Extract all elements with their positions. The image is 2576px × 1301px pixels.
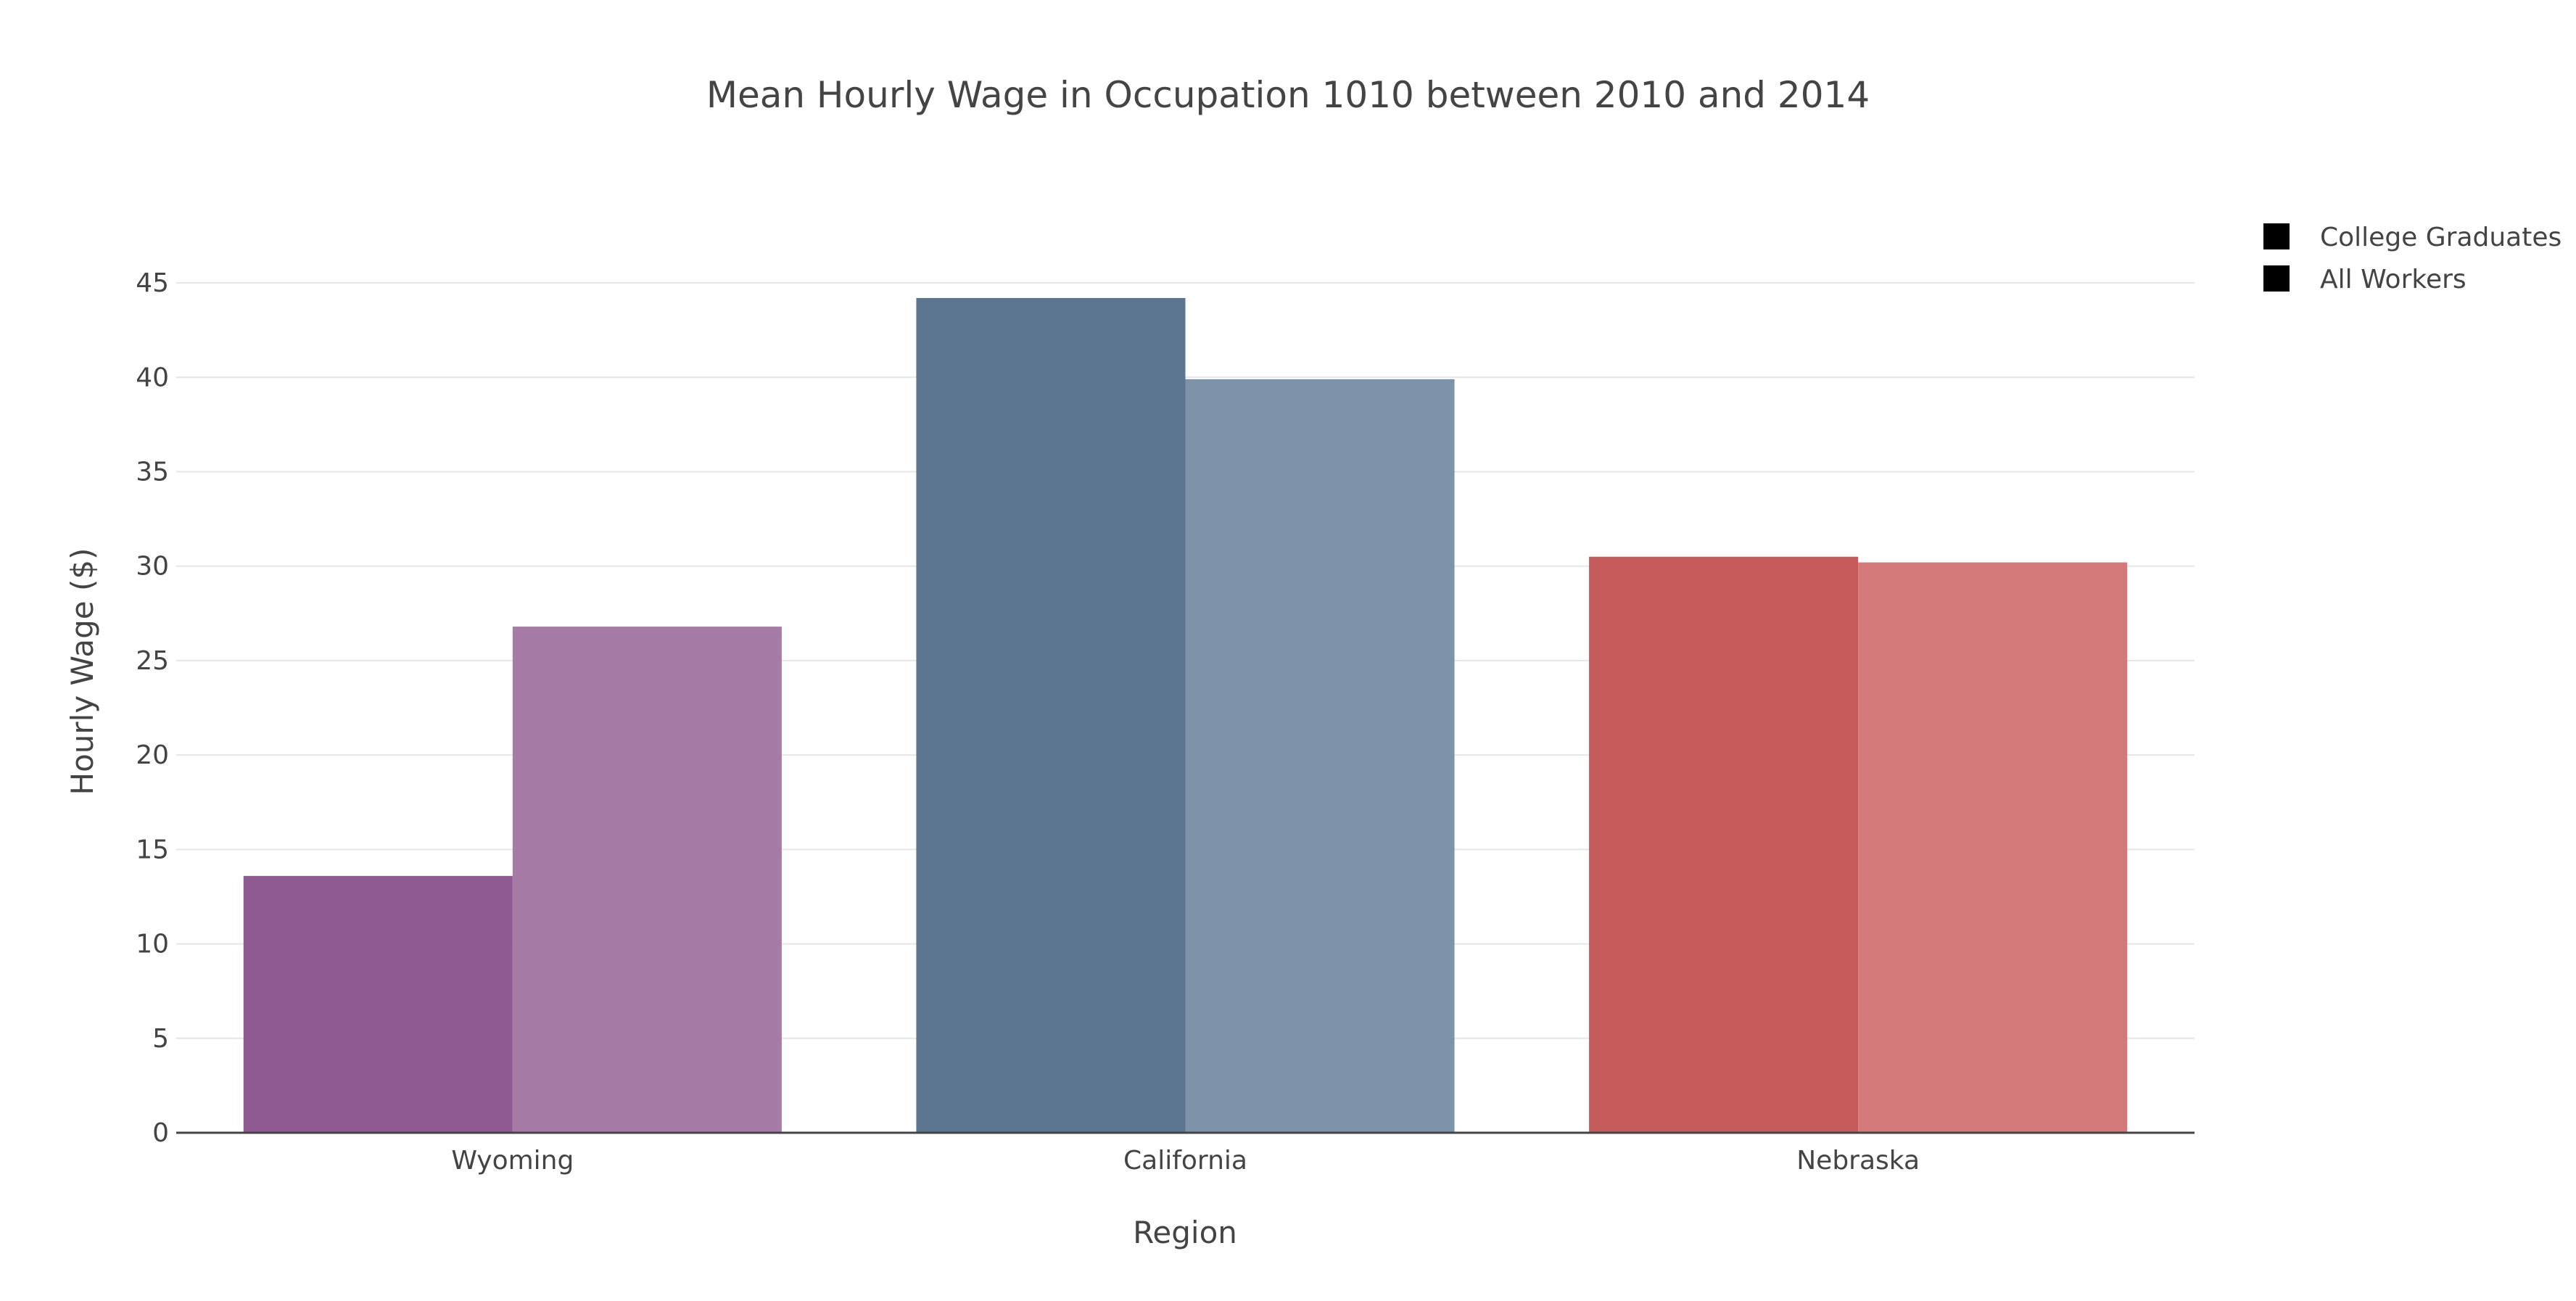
x-tick-label: Nebraska — [1796, 1146, 1920, 1176]
x-tick-label: Wyoming — [451, 1146, 574, 1176]
y-tick-label: 25 — [136, 646, 169, 676]
bar-all-workers-california — [1185, 379, 1455, 1133]
bar-college-graduates-california — [916, 297, 1186, 1133]
y-axis-title: Hourly Wage ($) — [65, 548, 100, 796]
x-tick-label: California — [1123, 1146, 1247, 1176]
legend-marker — [2263, 223, 2290, 249]
bar-all-workers-wyoming — [512, 627, 782, 1133]
y-tick-label: 10 — [136, 930, 169, 959]
bar-college-graduates-nebraska — [1589, 556, 1859, 1133]
y-tick-label: 0 — [152, 1118, 169, 1148]
y-tick-label: 30 — [136, 552, 169, 582]
y-tick-label: 20 — [136, 740, 169, 770]
y-tick-label: 5 — [152, 1024, 169, 1054]
y-axis-ticks: 0 5 10 15 20 25 30 35 40 45 — [136, 268, 169, 1148]
bars — [243, 297, 2128, 1133]
x-axis-ticks: Wyoming California Nebraska — [451, 1146, 1920, 1176]
x-axis-title: Region — [1133, 1215, 1237, 1250]
y-tick-label: 15 — [136, 835, 169, 864]
legend: College Graduates All Workers — [2263, 223, 2561, 294]
y-tick-label: 45 — [136, 268, 169, 298]
chart-title: Mean Hourly Wage in Occupation 1010 betw… — [706, 74, 1870, 116]
y-tick-label: 35 — [136, 458, 169, 487]
legend-label: College Graduates — [2320, 223, 2561, 252]
legend-marker — [2263, 265, 2290, 292]
y-tick-label: 40 — [136, 363, 169, 392]
bar-all-workers-nebraska — [1858, 562, 2128, 1133]
legend-label: All Workers — [2320, 265, 2466, 294]
bar-college-graduates-wyoming — [243, 875, 513, 1133]
